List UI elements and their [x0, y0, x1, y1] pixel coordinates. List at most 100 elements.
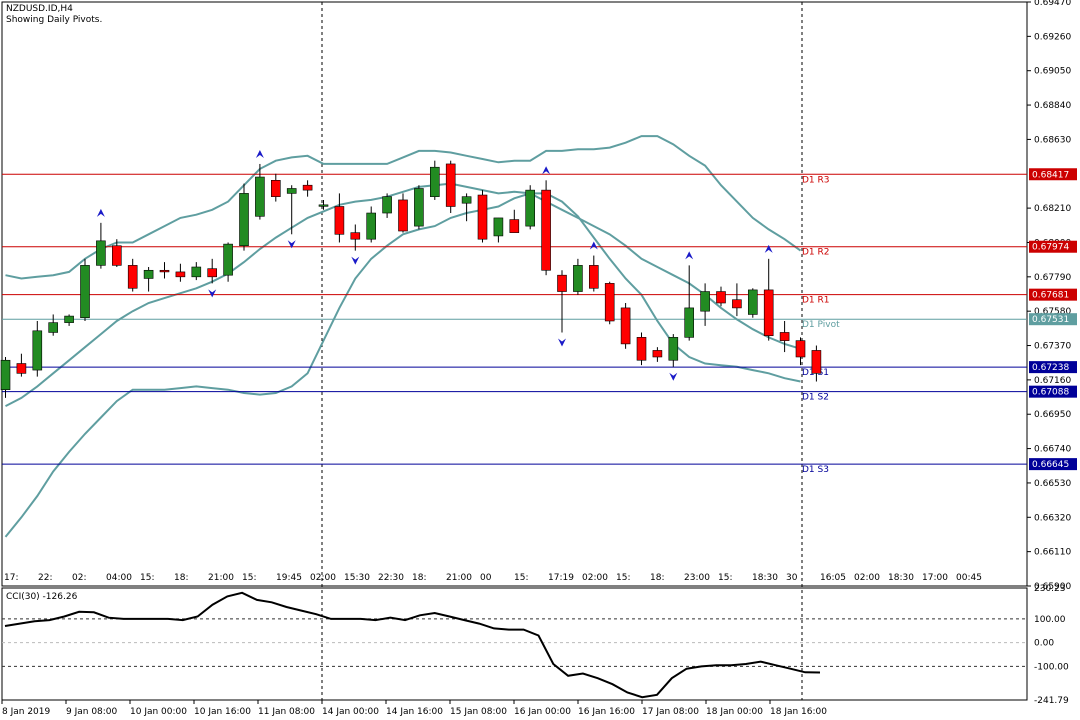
bollinger-lower [4, 192, 801, 538]
session-label: 15: [140, 573, 154, 583]
bollinger-middle [5, 182, 801, 407]
price-tick-label: 0.68210 [1034, 204, 1071, 214]
time-label: 9 Jan 08:00 [66, 707, 118, 717]
session-label: 04:00 [106, 573, 132, 583]
candle-body [779, 332, 790, 341]
time-label: 14 Jan 00:00 [322, 707, 379, 717]
pivot-price-box [1029, 361, 1077, 374]
fractal-down-icon [351, 256, 360, 265]
candle-body [80, 265, 90, 319]
fractal-up-icon [764, 244, 773, 253]
candle-body [143, 269, 154, 279]
fractal-up-icon [96, 208, 105, 217]
session-label: 23:00 [684, 573, 710, 583]
session-label: 16:05 [820, 573, 846, 583]
candle-body [525, 189, 536, 227]
fractal-up-icon [685, 251, 694, 260]
pivot-price: 0.68417 [1032, 170, 1069, 180]
pivot-price-box [1029, 168, 1077, 181]
candle-body [382, 196, 392, 214]
session-label: 22:30 [378, 573, 404, 583]
fractal-up-icon [255, 149, 264, 158]
bollinger-upper [5, 135, 802, 280]
candle-body [747, 289, 758, 315]
cci-tick-label: -241.79 [1034, 696, 1069, 706]
pivot-price-box [1029, 288, 1077, 301]
candle-body [270, 180, 281, 197]
candle-body [286, 188, 297, 194]
cci-tick-label: 0.00 [1034, 639, 1054, 649]
candle-body [175, 271, 186, 278]
session-label: 15: [718, 573, 732, 583]
candle-body [588, 265, 599, 289]
fractal-down-icon [669, 372, 678, 381]
session-label: 18: [412, 573, 426, 583]
candle-body [255, 176, 265, 217]
candle-body [700, 291, 710, 312]
candle-body [159, 269, 170, 273]
price-tick-label: 0.66320 [1034, 513, 1071, 523]
session-label: 00 [480, 573, 492, 583]
time-label: 17 Jan 08:00 [642, 707, 699, 717]
price-tick-label: 0.66530 [1034, 479, 1071, 489]
time-label: 18 Jan 00:00 [706, 707, 763, 717]
pivot-name: D1 S3 [802, 465, 829, 475]
price-tick-label: 0.66110 [1034, 548, 1071, 558]
candle-body [191, 266, 202, 278]
candle-body [127, 265, 138, 289]
pivot-price: 0.67238 [1032, 363, 1069, 373]
main-chart-frame [1, 1, 1028, 587]
candle-body [223, 243, 233, 276]
price-tick-label: 0.69470 [1034, 0, 1071, 8]
candle-body [541, 189, 551, 271]
time-label: 10 Jan 16:00 [194, 707, 251, 717]
candle-body [64, 315, 74, 323]
session-label: 17:00 [922, 573, 948, 583]
session-label: 15:30 [344, 573, 370, 583]
candle-body [445, 163, 456, 207]
session-label: 30 [786, 573, 798, 583]
candle-body [112, 245, 122, 266]
candle-body [811, 350, 822, 374]
time-label: 15 Jan 08:00 [450, 707, 507, 717]
candle-body [509, 219, 520, 233]
candle-body [96, 240, 106, 266]
price-tick-label: 0.66950 [1034, 410, 1071, 420]
fractal-down-icon [558, 338, 566, 347]
candle-body [684, 307, 695, 338]
candle-body [732, 299, 742, 309]
candle-body [573, 265, 583, 292]
price-tick-label: 0.69050 [1034, 67, 1071, 77]
candle-body [620, 307, 631, 345]
candle-body [795, 340, 806, 358]
pivot-price-box [1029, 458, 1077, 471]
price-tick-label: 0.67160 [1034, 376, 1071, 386]
candle-body [429, 166, 440, 197]
candle-body [557, 274, 567, 292]
session-label: 02:00 [854, 573, 880, 583]
fractal-down-icon [208, 289, 217, 298]
candle-body [477, 194, 488, 240]
price-tick-label: 0.65900 [1034, 582, 1071, 592]
candle-body [604, 283, 615, 322]
pivot-subtitle: Showing Daily Pivots. [6, 15, 103, 25]
pivot-name: D1 Pivot [802, 320, 840, 330]
pivot-price-box [1029, 385, 1077, 398]
session-label: 21:00 [446, 573, 472, 583]
candle-body [493, 217, 504, 237]
time-label: 8 Jan 2019 [2, 707, 50, 717]
price-tick-label: 0.69260 [1034, 32, 1071, 42]
price-tick-label: 0.68840 [1034, 101, 1071, 111]
price-tick-label: 0.66740 [1034, 445, 1071, 455]
candle-body [716, 291, 726, 304]
candle-body [636, 337, 647, 361]
session-label: 15: [616, 573, 630, 583]
session-label: 18: [650, 573, 664, 583]
time-label: 16 Jan 16:00 [578, 707, 635, 717]
fractal-up-icon [589, 241, 598, 250]
candle-body [668, 337, 679, 361]
session-label: 21:00 [208, 573, 234, 583]
session-label: 17:19 [548, 573, 574, 583]
candle-body [350, 232, 361, 240]
